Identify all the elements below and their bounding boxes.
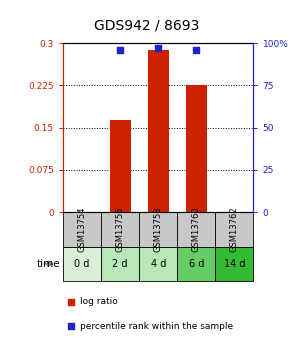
Bar [215, 247, 253, 281]
Text: percentile rank within the sample: percentile rank within the sample [80, 322, 233, 331]
Bar [101, 247, 139, 281]
Bar [148, 50, 169, 212]
Bar [101, 212, 139, 247]
Bar [63, 212, 101, 247]
Text: GSM13758: GSM13758 [154, 207, 163, 252]
Point [156, 46, 161, 51]
Text: GDS942 / 8693: GDS942 / 8693 [94, 19, 199, 33]
Text: GSM13760: GSM13760 [192, 207, 201, 252]
Bar [177, 212, 215, 247]
Text: GSM13762: GSM13762 [230, 207, 239, 252]
Text: GSM13754: GSM13754 [78, 207, 86, 252]
Text: 4 d: 4 d [151, 259, 166, 269]
Point [118, 47, 122, 53]
Bar [177, 247, 215, 281]
Bar [63, 247, 101, 281]
Text: 2 d: 2 d [113, 259, 128, 269]
Text: 6 d: 6 d [189, 259, 204, 269]
Text: log ratio: log ratio [80, 297, 118, 306]
Point [68, 299, 73, 305]
Text: 14 d: 14 d [224, 259, 245, 269]
Text: 0 d: 0 d [74, 259, 90, 269]
Text: GSM13756: GSM13756 [116, 207, 125, 252]
Point [68, 323, 73, 329]
Bar [215, 212, 253, 247]
Text: time: time [36, 259, 60, 269]
Point [194, 47, 199, 53]
Bar [139, 212, 177, 247]
Bar [139, 247, 177, 281]
Bar [186, 85, 207, 212]
Bar [110, 120, 131, 212]
